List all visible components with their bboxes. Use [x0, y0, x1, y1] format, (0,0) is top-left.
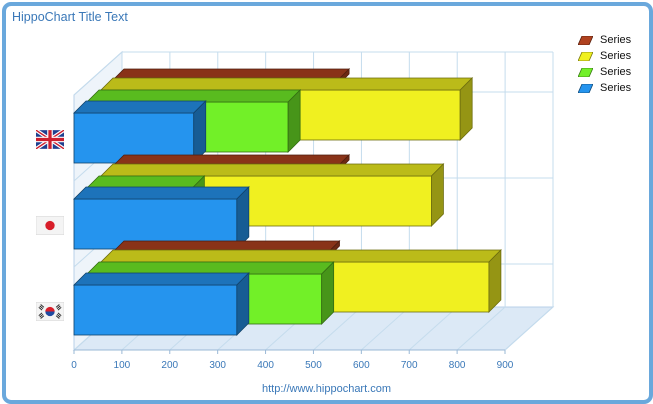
gridline-depth	[408, 306, 458, 351]
bar-top-c1-s4	[73, 100, 207, 114]
chart-title: HippoChart Title Text	[12, 10, 128, 24]
legend-label-3: Series	[600, 66, 632, 78]
legend-swatch-3	[578, 68, 593, 77]
bar-top-c1-s3	[86, 89, 302, 103]
japan-flag-icon	[36, 216, 64, 235]
gridline-depth	[313, 306, 362, 351]
bar-top-c2-s2	[100, 163, 445, 177]
gridline-left-wall	[73, 51, 123, 96]
bar-top-c1-s2	[100, 77, 474, 91]
x-tick-label: 900	[497, 360, 514, 371]
x-tick-label: 500	[305, 360, 322, 371]
bar-side-c1-s4	[193, 100, 207, 164]
bar-side-c2-s4	[236, 186, 250, 250]
gridline-depth	[360, 306, 410, 351]
x-tick-label: 400	[257, 360, 274, 371]
bar-side-c3-s4	[236, 272, 250, 336]
x-tick-label: 800	[449, 360, 466, 371]
bar-front-c3-s4	[73, 284, 238, 336]
x-tick-label: 100	[114, 360, 131, 371]
chart-footer-link[interactable]: http://www.hippochart.com	[261, 383, 391, 395]
bar-side-c3-s3	[321, 261, 335, 325]
gridline-depth	[456, 306, 506, 351]
legend-swatch-4	[578, 84, 593, 93]
bar-side-c1-s3	[287, 89, 301, 153]
x-tick-label: 0	[71, 360, 77, 371]
x-tick-label: 700	[401, 360, 418, 371]
bar-top-c3-s1	[114, 240, 341, 251]
gridline-depth	[504, 306, 554, 351]
bar-side-c2-s2	[431, 163, 444, 227]
bar-top-c1-s1	[114, 68, 351, 79]
bar-top-c2-s3	[86, 175, 206, 189]
bar-side-c1-s2	[459, 77, 473, 141]
x-tick-label: 300	[209, 360, 226, 371]
bar-side-c3-s2	[488, 249, 502, 313]
korea-flag-icon	[36, 302, 64, 321]
legend-label-4: Series	[600, 82, 632, 94]
x-tick-label: 200	[161, 360, 178, 371]
bar-top-c2-s1	[114, 154, 351, 165]
legend-label-1: Series	[600, 34, 632, 46]
legend-label-2: Series	[600, 50, 632, 62]
bar-top-c3-s2	[100, 249, 502, 263]
bar-top-c2-s4	[73, 186, 250, 200]
x-tick-label: 600	[353, 360, 370, 371]
legend-swatch-2	[578, 52, 593, 61]
legend-swatch-1	[578, 36, 593, 45]
bar-top-c3-s4	[73, 272, 250, 286]
uk-flag-icon	[36, 130, 64, 149]
bar-top-c3-s3	[86, 261, 335, 275]
